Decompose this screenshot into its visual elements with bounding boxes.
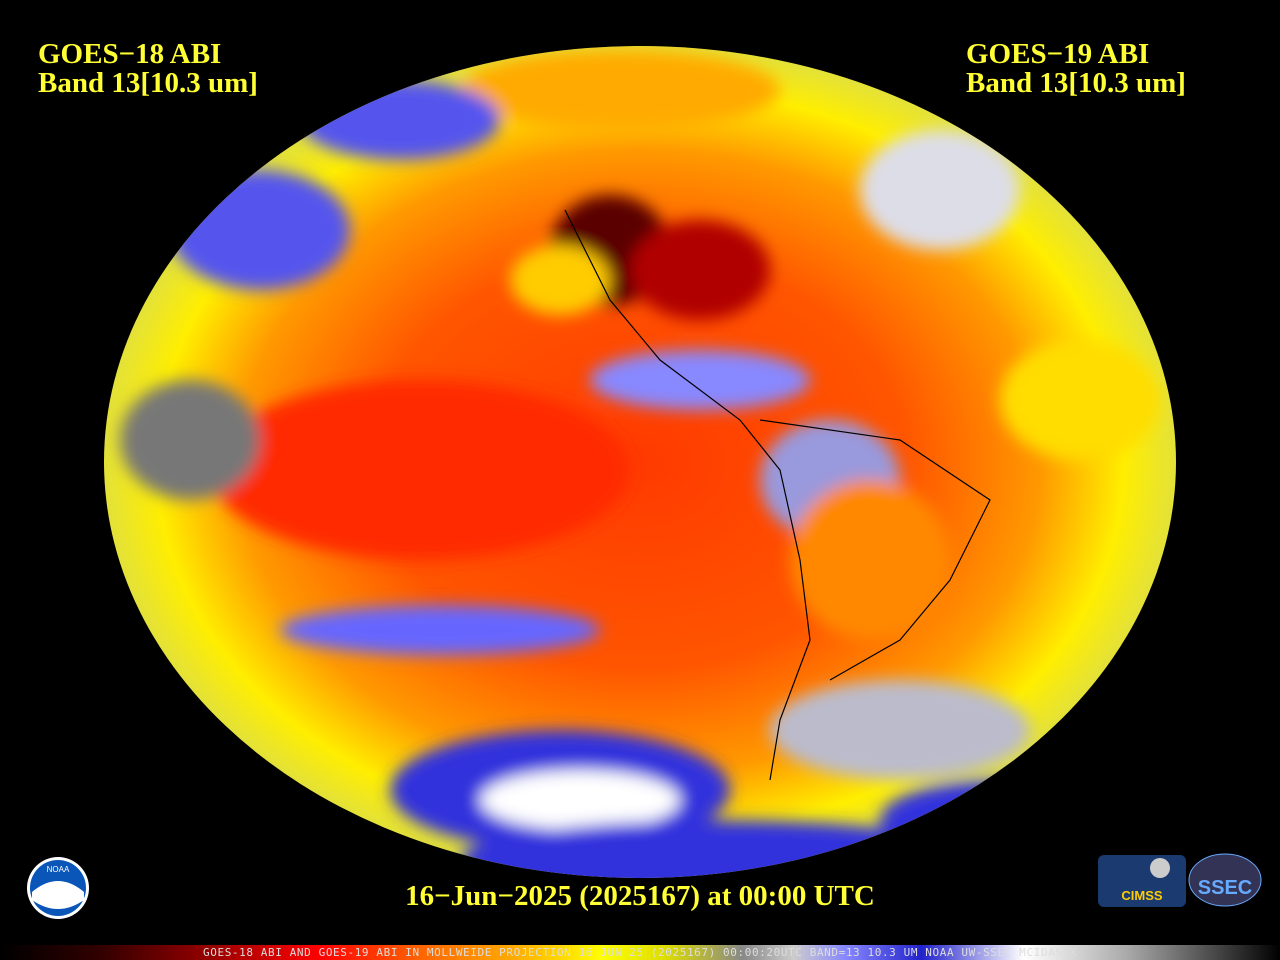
label-line: Band 13[10.3 um] bbox=[38, 67, 258, 99]
label-line: Band 13[10.3 um] bbox=[966, 67, 1186, 99]
cimss-logo: CIMSS bbox=[1098, 855, 1186, 907]
left-satellite-label: GOES−18 ABI Band 13[10.3 um] bbox=[38, 40, 258, 98]
ssec-logo: SSEC bbox=[1188, 853, 1262, 907]
cimss-text: CIMSS bbox=[1121, 888, 1163, 903]
noaa-logo: NOAA bbox=[27, 857, 89, 919]
ssec-text: SSEC bbox=[1198, 877, 1252, 899]
timestamp: 16−Jun−2025 (2025167) at 00:00 UTC bbox=[405, 880, 875, 912]
colorbar-caption: GOES-18 ABI AND GOES-19 ABI IN MOLLWEIDE… bbox=[0, 945, 1280, 960]
noaa-text: NOAA bbox=[47, 865, 70, 874]
label-line: GOES−18 ABI bbox=[38, 38, 222, 70]
right-satellite-label: GOES−19 ABI Band 13[10.3 um] bbox=[966, 40, 1186, 98]
globe bbox=[104, 46, 1176, 878]
coastline bbox=[564, 209, 991, 781]
label-line: GOES−19 ABI bbox=[966, 38, 1150, 70]
